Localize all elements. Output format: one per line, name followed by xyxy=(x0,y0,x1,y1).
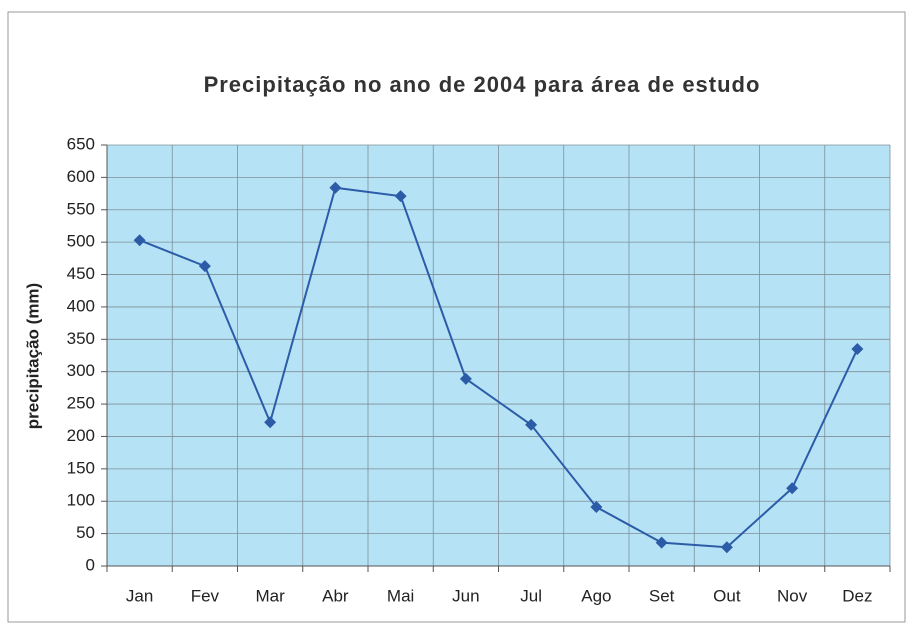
y-tick-label: 200 xyxy=(67,426,95,445)
y-axis-label: precipitação (mm) xyxy=(23,283,42,429)
y-tick-label: 650 xyxy=(67,134,95,153)
data-point xyxy=(329,181,342,194)
data-point xyxy=(720,541,733,554)
x-tick-label: Nov xyxy=(777,586,808,605)
y-tick-label: 300 xyxy=(67,361,95,380)
y-tick-label: 600 xyxy=(67,167,95,186)
y-tick-label: 250 xyxy=(67,394,95,413)
x-tick-label: Set xyxy=(649,586,675,605)
data-point xyxy=(198,260,211,273)
y-tick-label: 450 xyxy=(67,264,95,283)
data-point xyxy=(786,482,799,495)
data-point xyxy=(851,343,864,356)
y-tick-label: 50 xyxy=(76,523,95,542)
data-point xyxy=(590,501,603,514)
y-tick-label: 400 xyxy=(67,296,95,315)
y-tick-label: 150 xyxy=(67,458,95,477)
data-point xyxy=(525,418,538,431)
y-tick-label: 0 xyxy=(86,555,95,574)
x-tick-label: Jan xyxy=(126,586,153,605)
x-tick-label: Abr xyxy=(322,586,349,605)
x-tick-label: Jun xyxy=(452,586,479,605)
x-tick-label: Jul xyxy=(520,586,542,605)
chart-title: Precipitação no ano de 2004 para área de… xyxy=(204,72,761,97)
x-tick-label: Ago xyxy=(581,586,611,605)
x-tick-label: Out xyxy=(713,586,741,605)
data-point xyxy=(655,536,668,549)
data-point xyxy=(459,372,472,385)
y-tick-label: 350 xyxy=(67,329,95,348)
data-line xyxy=(139,186,859,549)
y-tick-label: 100 xyxy=(67,491,95,510)
x-tick-label: Dez xyxy=(842,586,872,605)
data-point xyxy=(133,234,146,247)
data-point xyxy=(394,190,407,203)
x-tick-label: Fev xyxy=(191,586,220,605)
x-tick-label: Mar xyxy=(255,586,285,605)
y-tick-label: 550 xyxy=(67,199,95,218)
data-point xyxy=(264,416,277,429)
x-tick-label: Mai xyxy=(387,586,414,605)
y-tick-label: 500 xyxy=(67,232,95,251)
